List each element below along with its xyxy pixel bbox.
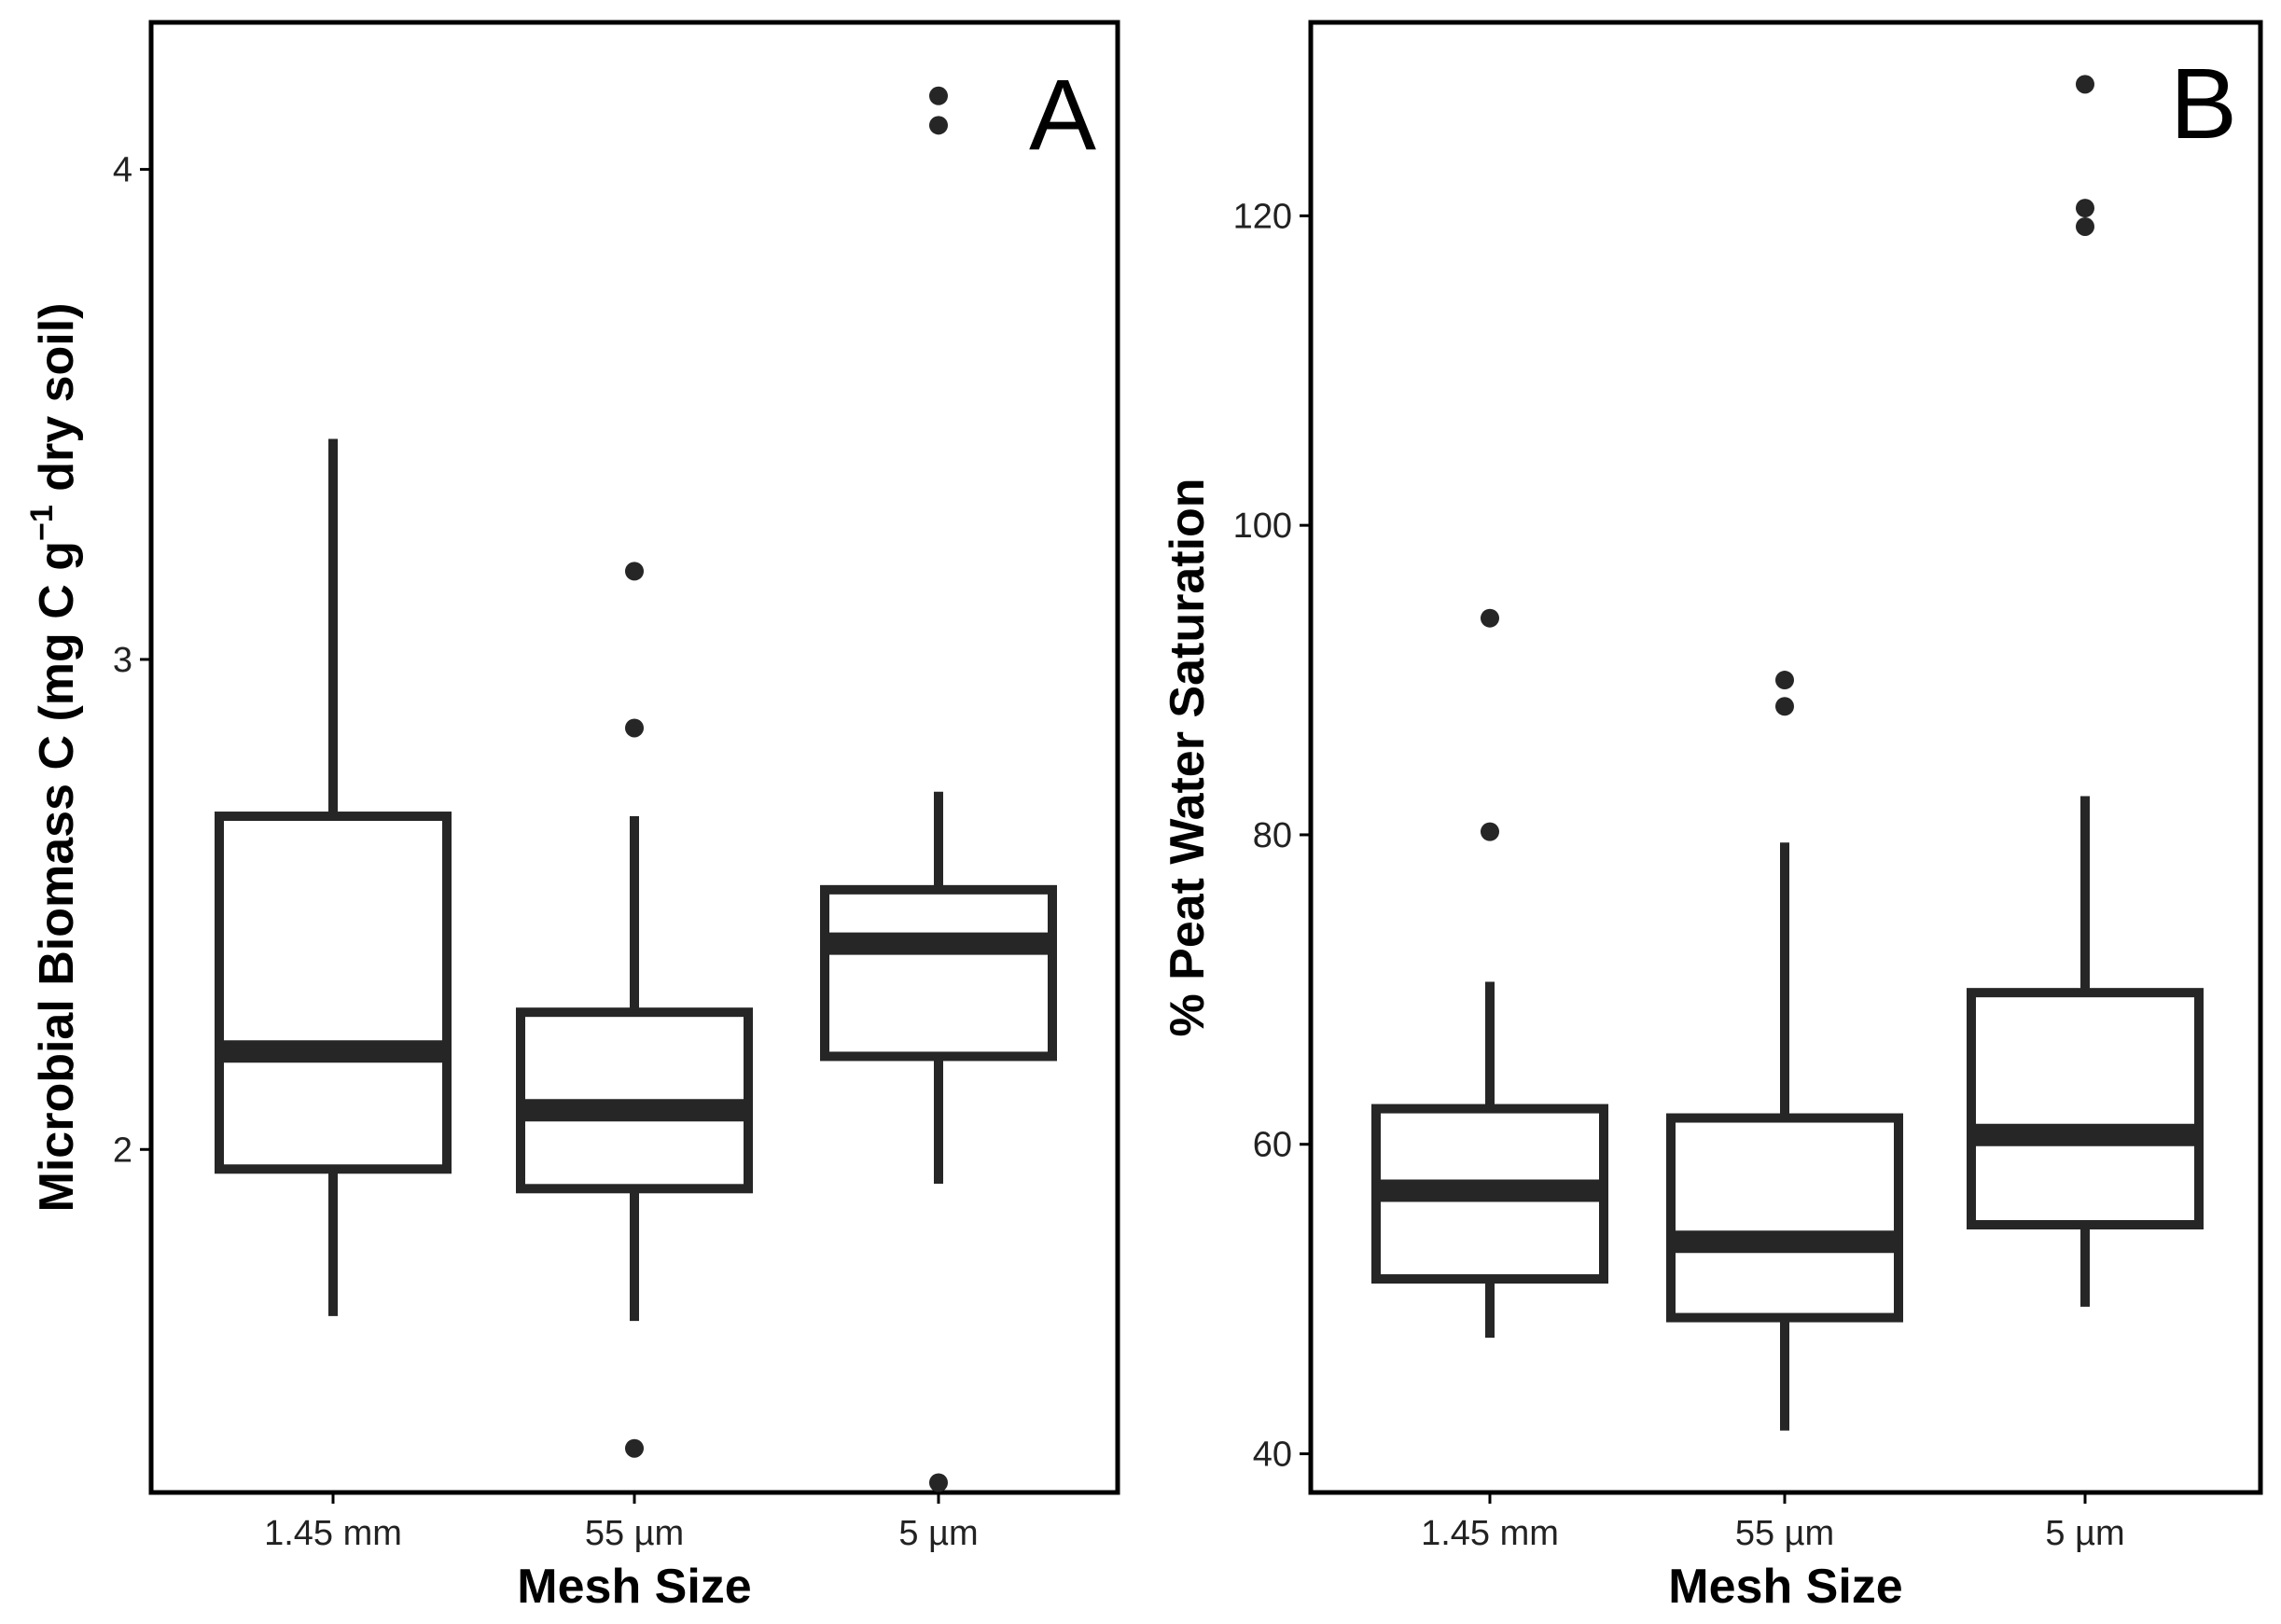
panel-b: 40 60 80 100 120 1.45 mm 55 µm 5 µm B Mesh Size % … [1161,20,2263,1614]
box-group [516,562,753,1458]
y-tick-label: 120 [1233,197,1292,236]
box-group [1967,75,2204,1307]
outlier-point [2076,199,2094,218]
y-tick-label: 2 [113,1131,132,1170]
outlier-point [1481,822,1499,841]
y-axis-title: Microbial Biomass C (mg C g−1 dry soil) [24,303,84,1213]
outlier-point [2076,216,2094,236]
plot-frame [1308,20,2263,1495]
x-axis-title: Mesh Size [1668,1560,1902,1614]
outlier-point [625,1438,644,1458]
panel-label: B [2170,47,2237,160]
y-axis-title-main: Microbial Biomass C (mg C g [30,541,84,1212]
outlier-point [1481,608,1499,628]
outlier-point [625,718,644,738]
x-tick-label: 1.45 mm [264,1514,402,1553]
x-tick-label: 55 µm [585,1514,684,1553]
box-group [1371,608,1608,1339]
x-tick-label: 5 µm [2045,1514,2124,1553]
y-tick-label: 100 [1233,507,1292,546]
box-group [215,438,452,1316]
y-tick-label: 4 [113,151,132,190]
y-tick-label: 60 [1253,1126,1292,1165]
box-group [820,86,1057,1492]
y-tick-label: 40 [1253,1436,1292,1475]
iqr-box [1967,988,2204,1230]
x-tick-label: 55 µm [1735,1514,1834,1553]
box-group [1666,671,1903,1431]
y-axis-title-tail: dry soil) [30,303,84,506]
y-axis-title-superscript: −1 [24,505,60,541]
y-axis-title: % Peat Water Saturation [1161,478,1215,1036]
outlier-point [929,1473,948,1492]
outlier-point [2076,75,2094,94]
iqr-box [215,812,452,1174]
outlier-point [929,116,948,135]
x-tick-label: 5 µm [898,1514,978,1553]
y-tick-label: 80 [1253,816,1292,855]
outlier-point [1775,671,1794,690]
panel-label: A [1029,58,1096,171]
iqr-box [1666,1113,1903,1323]
x-tick-label: 1.45 mm [1421,1514,1559,1553]
outlier-point [625,562,644,581]
y-tick-label: 3 [113,641,132,680]
panel-a: 2 3 4 1.45 mm 55 µm 5 µm A Mesh Size Microbial B… [24,20,1120,1614]
y-axis-title-main: % Peat Water Saturation [1161,478,1215,1036]
iqr-box [820,884,1057,1062]
outlier-point [1775,697,1794,716]
outlier-point [929,86,948,105]
x-axis-title: Mesh Size [517,1560,751,1614]
